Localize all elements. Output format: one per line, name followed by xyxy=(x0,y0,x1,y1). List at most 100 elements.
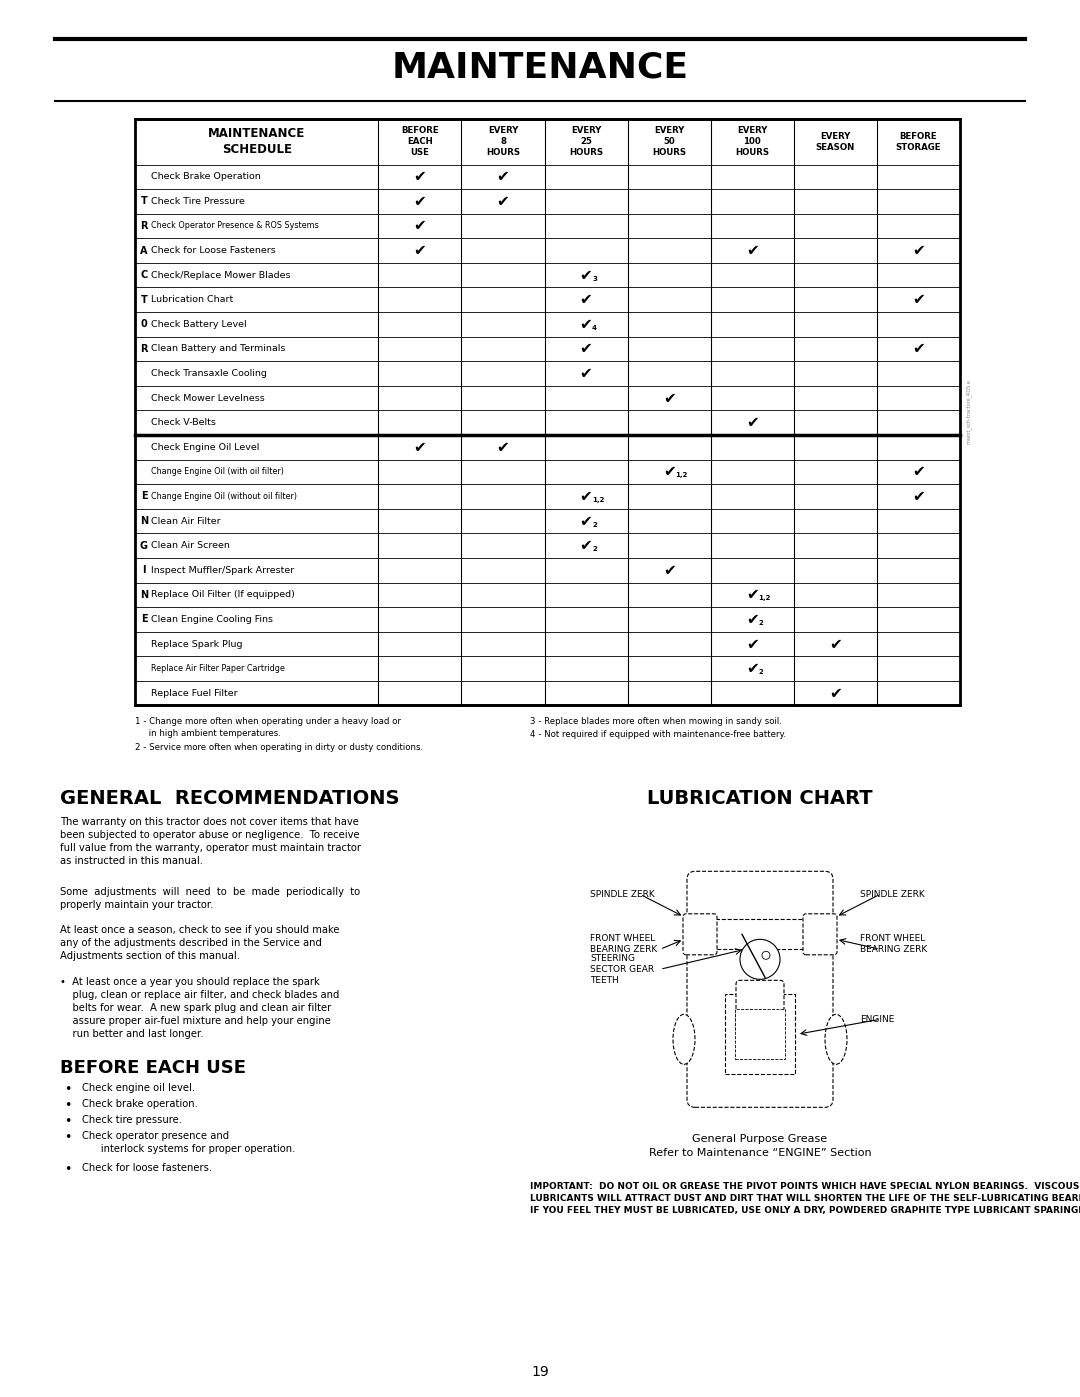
Text: Clean Engine Cooling Fins: Clean Engine Cooling Fins xyxy=(151,615,273,624)
Text: Some  adjustments  will  need  to  be  made  periodically  to
properly maintain : Some adjustments will need to be made pe… xyxy=(60,887,360,909)
Text: N: N xyxy=(140,515,148,527)
Text: At least once a season, check to see if you should make
any of the adjustments d: At least once a season, check to see if … xyxy=(60,925,339,961)
Text: FRONT WHEEL
BEARING ZERK: FRONT WHEEL BEARING ZERK xyxy=(860,935,928,954)
Text: Check Engine Oil Level: Check Engine Oil Level xyxy=(151,443,259,451)
Text: ✔: ✔ xyxy=(913,341,924,356)
Text: ✔: ✔ xyxy=(580,538,593,553)
Text: E: E xyxy=(140,615,147,624)
Text: IMPORTANT:  DO NOT OIL OR GREASE THE PIVOT POINTS WHICH HAVE SPECIAL NYLON BEARI: IMPORTANT: DO NOT OIL OR GREASE THE PIVO… xyxy=(530,1182,1080,1215)
Text: 2: 2 xyxy=(758,620,764,626)
Text: ✔: ✔ xyxy=(580,292,593,307)
Text: BEFORE
EACH
USE: BEFORE EACH USE xyxy=(401,126,438,158)
Text: ✔: ✔ xyxy=(580,317,593,332)
Text: MAINTENANCE
SCHEDULE: MAINTENANCE SCHEDULE xyxy=(208,127,306,156)
Text: 1 - Change more often when operating under a heavy load or
     in high ambient : 1 - Change more often when operating und… xyxy=(135,718,401,738)
Text: 1,2: 1,2 xyxy=(592,497,605,503)
Text: ✔: ✔ xyxy=(497,440,510,455)
Text: 4 - Not required if equipped with maintenance-free battery.: 4 - Not required if equipped with mainte… xyxy=(530,731,786,739)
Text: G: G xyxy=(140,541,148,550)
FancyBboxPatch shape xyxy=(687,872,833,1108)
Text: SPINDLE ZERK: SPINDLE ZERK xyxy=(590,890,654,898)
Text: •: • xyxy=(64,1083,71,1097)
FancyBboxPatch shape xyxy=(683,914,717,954)
Text: ✔: ✔ xyxy=(663,391,676,405)
Text: Check Brake Operation: Check Brake Operation xyxy=(151,172,260,182)
Text: Check/Replace Mower Blades: Check/Replace Mower Blades xyxy=(151,271,291,279)
Text: ✔: ✔ xyxy=(580,341,593,356)
Text: •  At least once a year you should replace the spark
    plug, clean or replace : • At least once a year you should replac… xyxy=(60,978,339,1038)
Text: Check for loose fasteners.: Check for loose fasteners. xyxy=(82,1164,212,1173)
Text: R: R xyxy=(140,344,148,353)
Text: ✔: ✔ xyxy=(913,243,924,258)
Text: ✔: ✔ xyxy=(414,440,427,455)
Text: ✔: ✔ xyxy=(580,514,593,528)
Text: EVERY
50
HOURS: EVERY 50 HOURS xyxy=(652,126,686,158)
Text: •: • xyxy=(64,1164,71,1176)
Text: ✔: ✔ xyxy=(746,661,758,676)
Text: ✔: ✔ xyxy=(829,686,841,701)
Text: ✔: ✔ xyxy=(497,194,510,210)
Text: ✔: ✔ xyxy=(414,218,427,233)
Text: E: E xyxy=(140,492,147,502)
Ellipse shape xyxy=(673,1014,696,1065)
Bar xyxy=(705,919,815,950)
Text: General Purpose Grease
Refer to Maintenance “ENGINE” Section: General Purpose Grease Refer to Maintena… xyxy=(649,1134,872,1158)
Text: Check brake operation.: Check brake operation. xyxy=(82,1099,198,1109)
Text: T: T xyxy=(140,197,147,207)
Text: ✔: ✔ xyxy=(746,587,758,602)
Text: •: • xyxy=(64,1115,71,1129)
Text: GENERAL  RECOMMENDATIONS: GENERAL RECOMMENDATIONS xyxy=(60,789,400,809)
Text: Check Operator Presence & ROS Systems: Check Operator Presence & ROS Systems xyxy=(151,222,319,231)
FancyBboxPatch shape xyxy=(735,981,784,1034)
Text: Check for Loose Fasteners: Check for Loose Fasteners xyxy=(151,246,275,256)
Text: Check tire pressure.: Check tire pressure. xyxy=(82,1115,183,1126)
FancyBboxPatch shape xyxy=(804,914,837,954)
Text: ✔: ✔ xyxy=(414,169,427,184)
Text: T: T xyxy=(140,295,147,305)
Bar xyxy=(735,1009,785,1059)
Text: ✔: ✔ xyxy=(829,637,841,651)
Circle shape xyxy=(740,939,780,979)
Text: ENGINE: ENGINE xyxy=(860,1014,894,1024)
Text: ✔: ✔ xyxy=(497,169,510,184)
Text: FRONT WHEEL
BEARING ZERK: FRONT WHEEL BEARING ZERK xyxy=(590,935,658,954)
Text: Change Engine Oil (without oil filter): Change Engine Oil (without oil filter) xyxy=(151,492,297,502)
Text: EVERY
8
HOURS: EVERY 8 HOURS xyxy=(486,126,521,158)
Text: 4: 4 xyxy=(592,326,597,331)
Text: ✔: ✔ xyxy=(913,292,924,307)
Text: EVERY
SEASON: EVERY SEASON xyxy=(815,131,855,152)
Text: ✔: ✔ xyxy=(746,243,758,258)
Text: maint_sch-tractore_ROS e: maint_sch-tractore_ROS e xyxy=(966,380,972,444)
Text: SPINDLE ZERK: SPINDLE ZERK xyxy=(860,890,924,898)
Text: R: R xyxy=(140,221,148,231)
Text: Check Transaxle Cooling: Check Transaxle Cooling xyxy=(151,369,267,379)
Text: N: N xyxy=(140,590,148,599)
Text: Replace Air Filter Paper Cartridge: Replace Air Filter Paper Cartridge xyxy=(151,664,285,673)
Text: EVERY
25
HOURS: EVERY 25 HOURS xyxy=(569,126,603,158)
Circle shape xyxy=(762,951,770,960)
Text: BEFORE EACH USE: BEFORE EACH USE xyxy=(60,1059,246,1077)
Text: ✔: ✔ xyxy=(913,489,924,504)
Text: 2 - Service more often when operating in dirty or dusty conditions.: 2 - Service more often when operating in… xyxy=(135,743,423,753)
Text: ✔: ✔ xyxy=(580,366,593,381)
Text: Check engine oil level.: Check engine oil level. xyxy=(82,1083,195,1094)
Text: Inspect Muffler/Spark Arrester: Inspect Muffler/Spark Arrester xyxy=(151,566,294,574)
Text: 2: 2 xyxy=(592,521,597,528)
Text: ✔: ✔ xyxy=(746,415,758,430)
Text: LUBRICATION CHART: LUBRICATION CHART xyxy=(647,789,873,809)
Bar xyxy=(725,995,795,1074)
Text: Check V-Belts: Check V-Belts xyxy=(151,418,216,427)
Text: 2: 2 xyxy=(758,669,764,675)
Text: Clean Air Screen: Clean Air Screen xyxy=(151,541,230,550)
Text: 19: 19 xyxy=(531,1365,549,1379)
Text: ✔: ✔ xyxy=(663,563,676,578)
Text: A: A xyxy=(140,246,148,256)
Text: The warranty on this tractor does not cover items that have
been subjected to op: The warranty on this tractor does not co… xyxy=(60,817,361,866)
Text: Check Mower Levelness: Check Mower Levelness xyxy=(151,394,265,402)
Text: •: • xyxy=(64,1099,71,1112)
Text: Change Engine Oil (with oil filter): Change Engine Oil (with oil filter) xyxy=(151,468,284,476)
Text: Check operator presence and
      interlock systems for proper operation.: Check operator presence and interlock sy… xyxy=(82,1132,295,1154)
Bar xyxy=(135,119,960,705)
Text: STEERING
SECTOR GEAR
TEETH: STEERING SECTOR GEAR TEETH xyxy=(590,954,654,985)
Text: EVERY
100
HOURS: EVERY 100 HOURS xyxy=(735,126,769,158)
